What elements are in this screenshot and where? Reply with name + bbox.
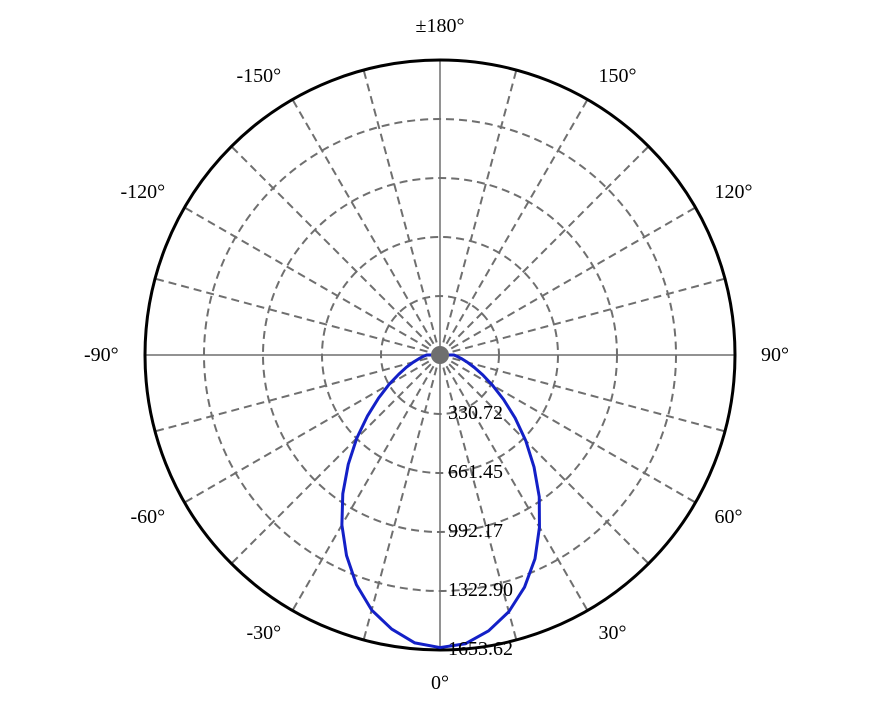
angle-label: 30° xyxy=(599,622,627,645)
angle-label: 120° xyxy=(715,181,753,204)
angle-label: 60° xyxy=(715,506,743,529)
angle-label: -120° xyxy=(120,181,165,204)
radial-label: 1322.90 xyxy=(448,579,513,602)
angle-label: -150° xyxy=(237,65,282,88)
polar-chart-svg xyxy=(0,0,883,711)
angle-label: ±180° xyxy=(416,15,465,38)
radial-label: 992.17 xyxy=(448,520,503,543)
angle-label: -90° xyxy=(84,344,119,367)
radial-label: 1653.62 xyxy=(448,638,513,661)
polar-chart: 0° 30° 60° 90° 120° 150° ±180° -150° -120° -90° -6… xyxy=(0,0,883,711)
angle-label: 90° xyxy=(761,344,789,367)
angle-label: 0° xyxy=(431,672,449,695)
angle-label: -60° xyxy=(130,506,165,529)
radial-label: 661.45 xyxy=(448,461,503,484)
angle-label: 150° xyxy=(599,65,637,88)
radial-label: 330.72 xyxy=(448,402,503,425)
angle-label: -30° xyxy=(247,622,282,645)
